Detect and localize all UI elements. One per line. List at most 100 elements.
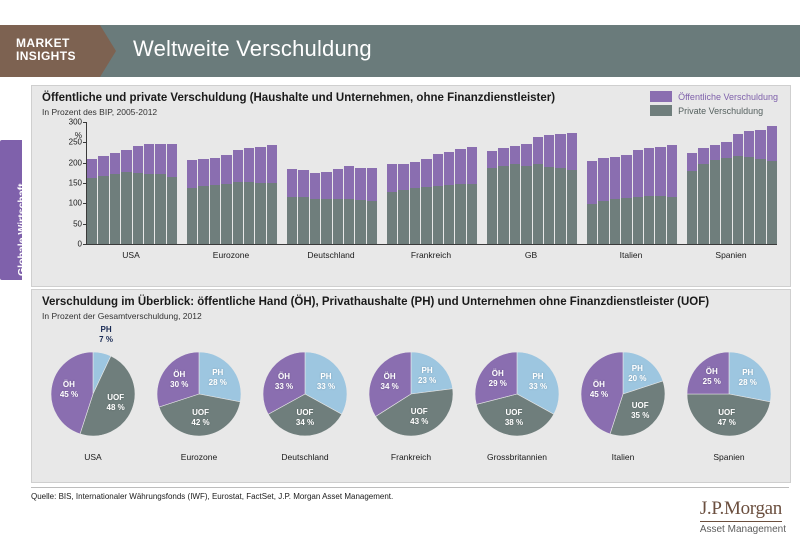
pie-slice-label: ÖH 34 %	[380, 372, 399, 392]
x-axis-group-label: Italien	[619, 250, 643, 260]
logo-wordmark: J.P.Morgan	[699, 498, 782, 522]
bar-segment-private	[655, 196, 666, 244]
pie-slice-label: PH 28 %	[738, 368, 757, 388]
bar-segment-private	[366, 200, 377, 244]
pie-slice-ph	[410, 352, 453, 395]
stacked-bar	[109, 153, 121, 244]
side-tab-globale-wirtschaft[interactable]: Globale Wirtschaft	[0, 140, 28, 280]
bar-segment-public	[143, 144, 155, 174]
bar-segment-public	[743, 131, 755, 157]
bar-segment-private	[355, 200, 366, 244]
bar-segment-public	[766, 126, 777, 162]
pie-chart-row: PH 7 % UOF 48 % ÖH 45 % USA PH 28 % UOF 42 % ÖH 30 %…	[40, 325, 782, 475]
pie-slice-uof	[475, 393, 555, 436]
y-axis-tick-mark	[83, 183, 87, 184]
bar-segment-public	[543, 134, 555, 167]
bar-segment-public	[655, 146, 666, 197]
stacked-bar	[321, 172, 332, 244]
bar-segment-private	[721, 158, 732, 244]
bar-segment-public	[287, 169, 298, 197]
stacked-bar	[98, 155, 109, 244]
bar-segment-private	[332, 198, 343, 244]
bar-segment-public	[455, 149, 466, 185]
stacked-bar	[332, 168, 343, 244]
bar-segment-private	[543, 166, 555, 244]
stacked-bar	[643, 148, 655, 244]
bar-segment-public	[732, 134, 743, 157]
bar-segment-private	[221, 183, 232, 244]
bar-segment-public	[421, 159, 432, 187]
bar-segment-private	[343, 198, 355, 244]
stacked-bar	[398, 163, 409, 244]
y-axis-tick-label: 0	[77, 239, 82, 249]
stacked-bar	[266, 145, 277, 244]
pie-slice-uof	[158, 393, 241, 436]
bar-segment-private	[532, 164, 543, 244]
y-axis-tick-label: 50	[73, 219, 82, 229]
stacked-bar	[521, 144, 532, 244]
pie-chart-cell: PH 7 % UOF 48 % ÖH 45 % USA	[40, 325, 146, 475]
bar-segment-private	[87, 178, 98, 244]
bar-segment-private	[132, 173, 143, 244]
bar-chart-plot-area: 0 50 100 150 200 250 300%	[69, 118, 777, 249]
stacked-bar	[721, 141, 732, 244]
bar-segment-public	[566, 133, 577, 170]
pie-chart-caption: Italien	[611, 452, 635, 462]
bar-segment-private	[598, 201, 609, 244]
stacked-bar	[566, 133, 577, 244]
pie-slice-öh	[51, 352, 94, 435]
y-axis-tick-label: 200	[68, 158, 82, 168]
jpmorgan-logo: J.P.Morgan Asset Management	[699, 498, 786, 535]
stacked-bar	[232, 149, 243, 244]
pie-chart-cell: PH 28 % UOF 42 % ÖH 30 % Eurozone	[146, 330, 252, 475]
bar-segment-public	[598, 157, 609, 202]
bar-segment-public	[243, 147, 255, 183]
bar-segment-public	[198, 158, 209, 187]
bar-segment-public	[409, 161, 421, 188]
pie-slice-label: ÖH 30 %	[170, 369, 189, 389]
bar-segment-private	[555, 168, 566, 244]
bar-segment-private	[698, 164, 709, 244]
stacked-bar	[555, 133, 566, 244]
bar-segment-public	[709, 145, 721, 161]
pie-slice-öh	[475, 352, 518, 405]
stacked-bar	[221, 155, 232, 244]
stacked-bar	[755, 129, 766, 244]
pie-graphic: PH 20 % UOF 35 % ÖH 45 %	[581, 352, 665, 436]
pie-slice-ph	[304, 352, 347, 415]
stacked-bar	[343, 165, 355, 244]
panel-bar-chart: Öffentliche und private Verschuldung (Ha…	[31, 85, 791, 287]
pie-graphic: PH 33 % UOF 34 % ÖH 33 %	[263, 352, 347, 436]
pie-graphic: PH 28 % UOF 47 % ÖH 25 %	[687, 352, 771, 436]
pie-chart-cell: PH 23 % UOF 43 % ÖH 34 % Frankreich	[358, 330, 464, 475]
pie-slice-label: UOF 48 %	[106, 392, 125, 412]
pie-slice-ph	[198, 352, 241, 403]
pie-slice-label: UOF 38 %	[504, 408, 524, 428]
bar-segment-private	[266, 183, 277, 244]
pie-slice-uof	[375, 388, 453, 436]
bar-segment-public	[698, 148, 709, 165]
stacked-bar	[487, 151, 498, 244]
bar-segment-public	[443, 151, 455, 186]
bar-segment-public	[298, 170, 309, 198]
stacked-bar	[409, 161, 421, 244]
stacked-bar	[187, 159, 198, 244]
pie-slice-ph	[516, 352, 559, 415]
header-bar: MARKET INSIGHTS Weltweite Verschuldung	[0, 25, 800, 77]
pie-graphic: PH 28 % UOF 42 % ÖH 30 %	[157, 352, 241, 436]
bar-segment-private	[709, 160, 721, 244]
bar-segment-public	[155, 143, 166, 175]
stacked-bar	[621, 155, 632, 244]
bar-segment-private	[421, 186, 432, 244]
bar-segment-private	[109, 174, 121, 244]
bar-segment-public	[387, 164, 398, 192]
stacked-bar	[532, 136, 543, 244]
bar-segment-private	[466, 183, 477, 244]
bar-segment-private	[387, 191, 398, 244]
bar-segment-public	[332, 168, 343, 199]
bar-segment-private	[398, 189, 409, 244]
pie-slice-label: ÖH 33 %	[274, 371, 294, 391]
bar-segment-private	[321, 199, 332, 244]
stacked-bar	[155, 143, 166, 244]
